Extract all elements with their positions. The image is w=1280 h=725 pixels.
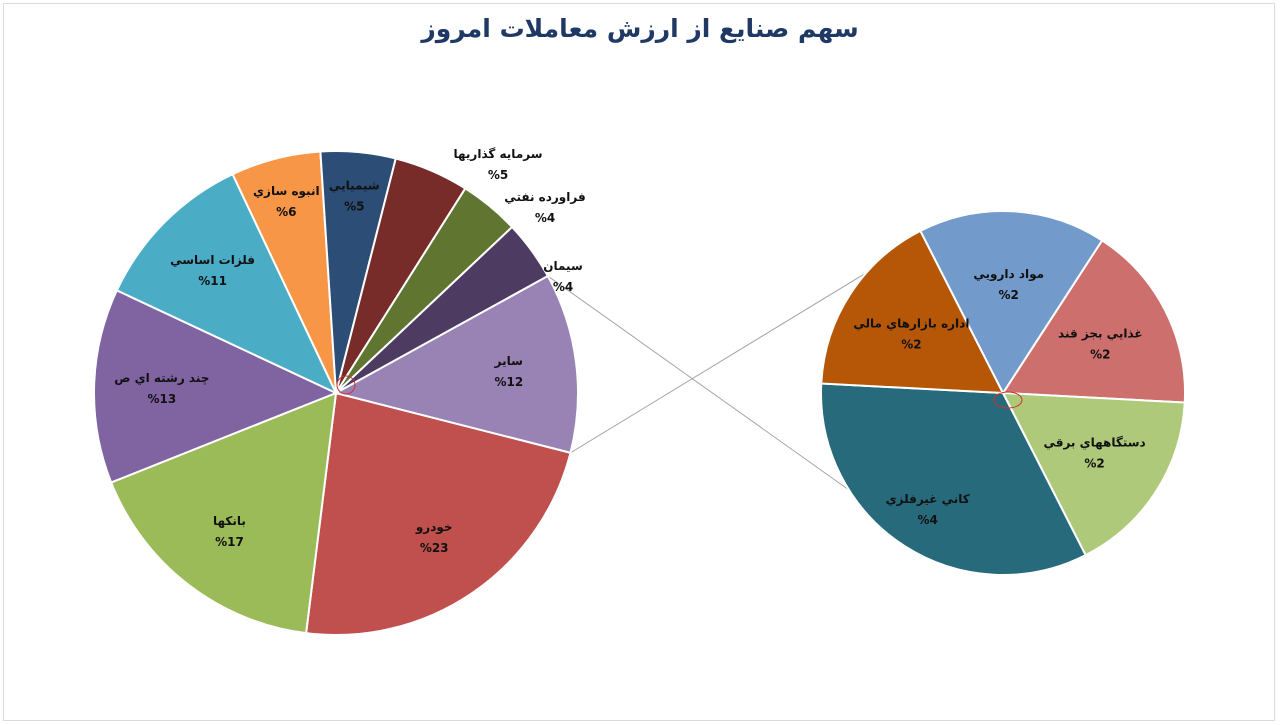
main-pie-value-label: %4 (553, 280, 573, 294)
secondary-pie-slice (1001, 391, 1186, 557)
secondary-pie-label: دستگاههاي برقي (1043, 435, 1145, 449)
main-pie-value-label: %23 (420, 541, 449, 555)
secondary-pie-slice (820, 229, 1005, 395)
main-pie-slice (304, 391, 572, 636)
main-pie-label: خودرو (415, 520, 453, 535)
main-pie (93, 150, 579, 636)
main-pie-value-label: %4 (535, 211, 555, 225)
secondary-pie-slice (820, 382, 1087, 576)
secondary-pie-label: مواد دارويي (973, 267, 1044, 282)
main-pie-label: بانکها (213, 514, 246, 528)
secondary-pie-value-label: %4 (917, 513, 937, 527)
main-pie-slice (93, 289, 339, 484)
main-pie-label: سرمايه گذاريها (453, 147, 542, 161)
secondary-center-marker (993, 391, 1023, 409)
secondary-pie-label: کاني غيرفلزي (886, 492, 970, 506)
secondary-pie-slice (1001, 238, 1186, 404)
main-pie-label: سيمان (543, 259, 583, 273)
main-pie-label: فراورده نفتي (504, 190, 585, 205)
main-pie-slice (109, 391, 338, 635)
main-pie-slice (333, 274, 579, 454)
main-pie-value-label: %5 (344, 199, 364, 213)
main-pie-value-label: %5 (488, 168, 508, 182)
main-pie-label: انبوه سازي (253, 184, 320, 199)
secondary-pie-value-label: %2 (901, 338, 921, 352)
main-center-marker (336, 375, 356, 395)
secondary-pie-labels: غذايي بجز قند %2 دستگاههاي برقي %2 کاني غيرف… (853, 267, 1145, 527)
main-pie-label: شيميايي (329, 178, 380, 192)
chart-title: سهم صنايع از ارزش معاملات امروز (421, 14, 859, 43)
main-pie-value-label: %12 (494, 375, 523, 389)
secondary-pie-value-label: %2 (999, 288, 1019, 302)
secondary-pie (820, 210, 1186, 576)
secondary-pie-slice (919, 210, 1104, 395)
main-pie-slice (115, 172, 339, 396)
main-pie-label: فلزات اساسي (170, 253, 255, 267)
main-pie-value-label: %13 (147, 392, 176, 406)
secondary-pie-value-label: %2 (1084, 456, 1104, 470)
main-pie-label: ساير (494, 354, 523, 368)
main-pie-label: چند رشته اي ص (114, 371, 209, 385)
main-pie-labels: خودرو %23 بانکها %17 چند رشته اي ص %13 فلزات ا… (114, 147, 585, 555)
secondary-pie-label: اداره بازارهاي مالي (853, 317, 969, 331)
main-pie-value-label: %6 (276, 205, 296, 219)
main-pie-value-label: %11 (198, 274, 227, 288)
center-markers (336, 375, 1023, 409)
secondary-pie-label: غذايي بجز قند (1058, 326, 1143, 340)
main-pie-value-label: %17 (215, 535, 244, 549)
chart-frame (3, 3, 1275, 721)
secondary-pie-value-label: %2 (1090, 347, 1110, 361)
